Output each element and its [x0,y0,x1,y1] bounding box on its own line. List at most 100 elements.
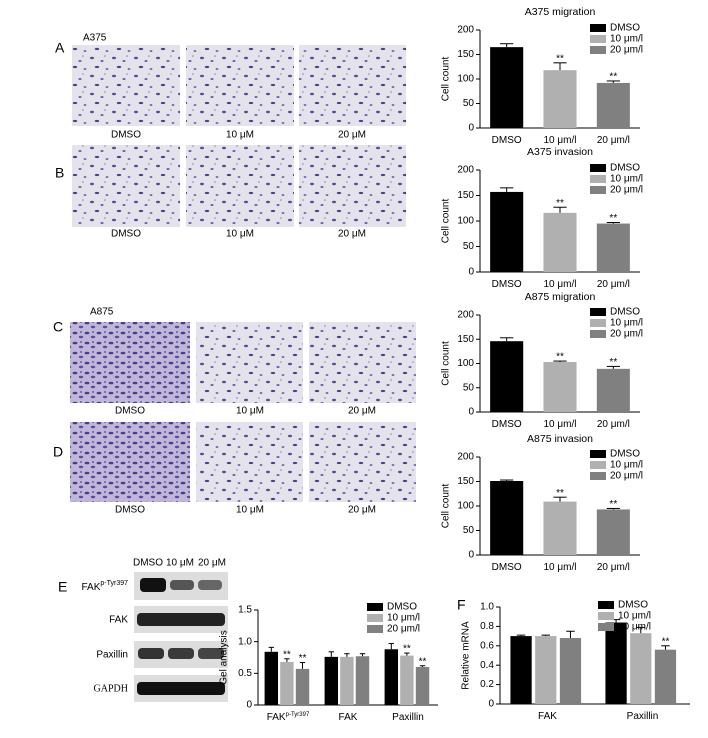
bar [280,661,294,705]
legend-label: DMSO [610,163,640,174]
bar [340,656,354,705]
y-tick-label: 100 [457,74,474,85]
x-tick-label: 10 μm/l [544,562,577,573]
significance: ** [283,649,291,660]
caption: DMSO [111,229,141,240]
y-axis-label: Cell count [441,341,452,386]
category: DMSO [492,279,522,290]
x-tick-label: 10 μm/l [544,419,577,430]
caption: 20 μM [348,505,376,516]
western-blot [134,572,228,702]
legend-swatch [598,601,614,609]
bar [400,655,414,705]
x-tick-label: 20 μm/l [597,279,630,290]
panel-letter: E [58,579,67,595]
legend-swatch [590,308,606,316]
significance: ** [556,53,564,64]
bar [630,633,652,704]
y-tick-label: 0 [468,123,474,134]
bar [384,649,399,705]
x-tick-label: DMSO [492,419,522,430]
chart-title: A375 invasion [527,146,593,158]
x-tick-label: DMSO [492,135,522,146]
panel-letter: F [457,597,466,613]
x-tick-label: Paxillin [392,712,424,723]
legend-label: 20 μm/l [610,45,643,56]
category: 10 μm/l [544,562,577,573]
x-tick-label: FAKp-Tyr397 [267,712,310,723]
blot-row-label: Paxillin [96,650,128,661]
significance: ** [556,352,564,363]
y-tick-label: 150 [457,476,474,487]
y-tick-label: 150 [457,190,474,201]
category: DMSO [492,135,522,146]
caption: 10 μM [236,505,264,516]
panel-letter: B [55,165,64,181]
legend-swatch [590,186,606,194]
bar [264,651,279,705]
legend-swatch [590,24,606,32]
y-tick-label: 1.0 [480,602,494,613]
x-tick-label: 20 μm/l [597,419,630,430]
legend-label: 10 μm/l [610,174,643,185]
legend-swatch [598,612,614,620]
bar [543,70,577,128]
y-axis-label: Cell count [441,484,452,529]
y-tick-label: 0 [468,407,474,418]
significance: ** [609,72,617,83]
y-tick-label: 200 [457,25,474,36]
legend-label: 10 μm/l [610,34,643,45]
legend-label: 10 μm/l [610,460,643,471]
legend-swatch [367,614,383,622]
legend-swatch [590,450,606,458]
bar [490,481,524,555]
x-tick-label: DMSO [492,279,522,290]
bar [543,501,577,555]
blot-row-label: FAKp-Tyr397 [81,580,128,592]
significance: ** [609,499,617,510]
x-tick-label: 10 μm/l [544,135,577,146]
blot-row-label: GAPDH [94,683,128,694]
category-superscript: p-Tyr397 [286,712,310,718]
caption: 10 μM [226,130,254,141]
blot-column: 10 μM [166,558,194,569]
y-tick-label: 0 [488,699,494,710]
x-tick-label: FAK [538,711,557,722]
category: DMSO [492,562,522,573]
category: 20 μm/l [597,279,630,290]
micrograph [70,422,190,502]
caption: DMSO [111,130,141,141]
caption: 10 μM [236,406,264,417]
legend-swatch [367,625,383,633]
legend-swatch [590,164,606,172]
category: 20 μm/l [597,419,630,430]
y-tick-label: 0.2 [480,679,494,690]
legend-label: DMSO [610,23,640,34]
y-tick-label: 200 [457,165,474,176]
bar [490,191,524,272]
legend-swatch [590,175,606,183]
bar [596,509,630,555]
legend-label: 20 μm/l [610,185,643,196]
category: 10 μm/l [544,419,577,430]
bar [295,668,310,705]
panels [70,45,416,702]
y-tick-label: 150 [457,49,474,60]
legend-label: 10 μm/l [618,611,651,622]
legend-swatch [590,46,606,54]
bar [559,638,582,704]
legend-label: 20 μm/l [610,471,643,482]
category: 10 μm/l [544,279,577,290]
y-axis-label: Cell count [441,57,452,102]
cell-line: A375 [83,33,107,44]
legend-swatch [367,603,383,611]
y-tick-label: 0.6 [480,640,494,651]
micrograph [70,322,190,403]
blot-column: DMSO [133,558,163,569]
micrograph [196,322,303,403]
legend-swatch [590,319,606,327]
caption: 20 μM [338,130,366,141]
bar [355,656,370,705]
category: 20 μm/l [597,135,630,146]
